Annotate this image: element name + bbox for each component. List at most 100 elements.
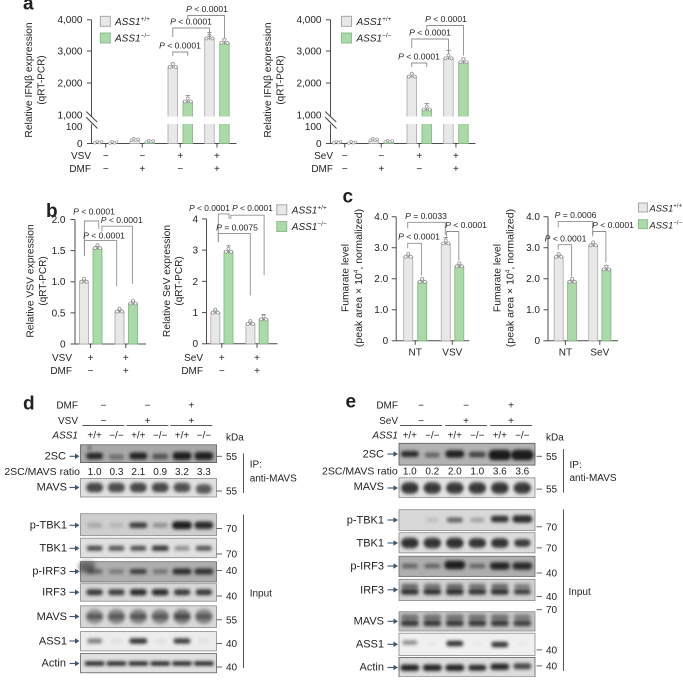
svg-text:0: 0 [383,336,389,347]
svg-text:+: + [254,353,260,364]
svg-text:2.1: 2.1 [131,467,145,478]
svg-text:SeV: SeV [184,353,203,364]
svg-text:4: 4 [192,214,198,225]
svg-text:ASS1: ASS1 [356,639,384,651]
svg-text:55: 55 [226,487,238,498]
svg-text:4.0: 4.0 [526,212,540,223]
svg-text:4,000: 4,000 [296,15,321,26]
svg-text:e: e [346,392,357,413]
svg-text:70: 70 [546,522,558,533]
svg-text:(qRT-PCR): (qRT-PCR) [275,55,286,104]
svg-text:0.5: 0.5 [52,308,66,319]
svg-text:3.6: 3.6 [493,467,507,478]
svg-text:(qRT-PCR): (qRT-PCR) [36,55,47,104]
svg-text:(peak area × 104, normalized): (peak area × 104, normalized) [353,209,365,347]
svg-text:40: 40 [226,592,238,603]
svg-text:+: + [463,416,469,427]
svg-text:70: 70 [546,605,558,616]
svg-text:VSV: VSV [58,416,78,427]
svg-text:+: + [508,416,514,427]
svg-text:1.0: 1.0 [52,277,66,288]
svg-text:anti-MAVS: anti-MAVS [570,473,617,484]
svg-text:3.0: 3.0 [526,243,540,254]
svg-text:DMF: DMF [69,164,91,175]
svg-text:VSV: VSV [442,348,462,359]
svg-text:−: − [139,151,145,162]
svg-text:−/−: −/− [470,431,485,442]
svg-text:ASS1−/−: ASS1−/− [356,33,392,45]
svg-text:P < 0.0001: P < 0.0001 [189,203,230,213]
svg-text:IP:: IP: [250,460,262,471]
svg-text:−/−: −/− [197,431,212,442]
svg-text:−: − [103,164,109,175]
svg-text:ASS1−/−: ASS1−/− [291,221,327,233]
svg-text:−: − [103,151,109,162]
svg-text:Actin: Actin [42,658,66,670]
svg-text:P < 0.0001: P < 0.0001 [398,232,440,242]
svg-text:2.0: 2.0 [526,274,540,285]
svg-text:55: 55 [546,485,558,496]
svg-text:SeV: SeV [314,151,333,162]
svg-text:+: + [123,353,129,364]
svg-text:Fumarate level: Fumarate level [341,244,352,312]
svg-text:1.0: 1.0 [374,305,388,316]
svg-text:−: − [416,164,422,175]
svg-text:1.0: 1.0 [403,467,417,478]
svg-text:40: 40 [546,661,558,672]
svg-text:(qRT-PCR): (qRT-PCR) [38,256,49,305]
svg-text:IP:: IP: [570,460,582,471]
svg-text:+: + [188,416,194,427]
svg-text:1.0: 1.0 [526,305,540,316]
svg-text:−: − [342,164,348,175]
svg-text:P < 0.0001: P < 0.0001 [445,220,487,230]
svg-text:NT: NT [409,348,422,359]
svg-text:P < 0.0001: P < 0.0001 [83,230,125,240]
svg-text:ASS1: ASS1 [51,431,78,442]
svg-text:+/+: +/+ [175,431,190,442]
svg-text:Relative IFNβ expression: Relative IFNβ expression [263,22,274,137]
svg-text:ASS1+/+: ASS1+/+ [649,204,683,214]
svg-text:Input: Input [250,588,272,599]
svg-text:−/−: −/− [425,431,440,442]
svg-text:+/+: +/+ [493,431,508,442]
svg-text:DMF: DMF [56,401,78,412]
svg-text:p-TBK1: p-TBK1 [30,520,67,532]
svg-text:−: − [219,366,225,377]
svg-text:(peak area × 104, normalized): (peak area × 104, normalized) [505,209,517,347]
svg-text:NT: NT [559,348,572,359]
svg-text:P < 0.0001: P < 0.0001 [186,4,228,14]
svg-text:TBK1: TBK1 [356,538,384,550]
svg-text:+: + [416,151,422,162]
svg-text:−: − [88,366,94,377]
svg-text:+/+: +/+ [403,431,418,442]
svg-text:P < 0.0001: P < 0.0001 [592,220,634,230]
svg-text:2SC/MAVS ratio: 2SC/MAVS ratio [4,466,80,478]
svg-text:+/+: +/+ [131,431,146,442]
svg-text:p-IRF3: p-IRF3 [32,566,66,578]
svg-text:+: + [145,416,151,427]
svg-text:4,000: 4,000 [57,15,82,26]
svg-text:0.9: 0.9 [153,467,167,478]
svg-text:SeV: SeV [590,348,609,359]
svg-text:2.0: 2.0 [448,467,462,478]
svg-text:40: 40 [226,566,238,577]
svg-text:−: − [177,164,183,175]
svg-text:−: − [463,401,469,412]
svg-text:Relative IFNβ expression: Relative IFNβ expression [24,22,35,137]
svg-text:MAVS: MAVS [354,616,384,628]
svg-text:−: − [342,151,348,162]
svg-text:ASS1+/+: ASS1+/+ [114,16,150,28]
svg-text:+: + [88,353,94,364]
svg-text:−: − [100,401,106,412]
svg-text:70: 70 [226,524,238,535]
svg-text:−/−: −/− [109,431,124,442]
svg-text:55: 55 [546,452,558,463]
svg-text:DMF: DMF [376,401,398,412]
svg-text:MAVS: MAVS [37,611,67,623]
svg-text:1.5: 1.5 [52,246,66,257]
svg-text:1: 1 [192,308,198,319]
svg-text:Fumarate level: Fumarate level [493,244,504,312]
svg-text:a: a [23,0,34,14]
svg-text:3.0: 3.0 [374,243,388,254]
svg-text:(qRT-PCR): (qRT-PCR) [174,256,185,305]
